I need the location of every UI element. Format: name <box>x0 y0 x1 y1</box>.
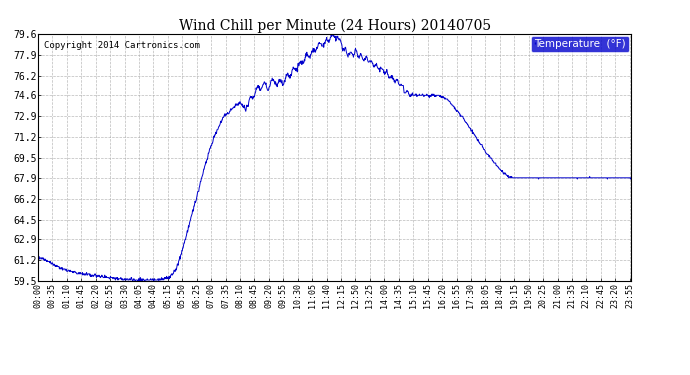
Title: Wind Chill per Minute (24 Hours) 20140705: Wind Chill per Minute (24 Hours) 2014070… <box>179 18 491 33</box>
Legend: Temperature  (°F): Temperature (°F) <box>531 36 629 52</box>
Text: Copyright 2014 Cartronics.com: Copyright 2014 Cartronics.com <box>44 41 200 50</box>
